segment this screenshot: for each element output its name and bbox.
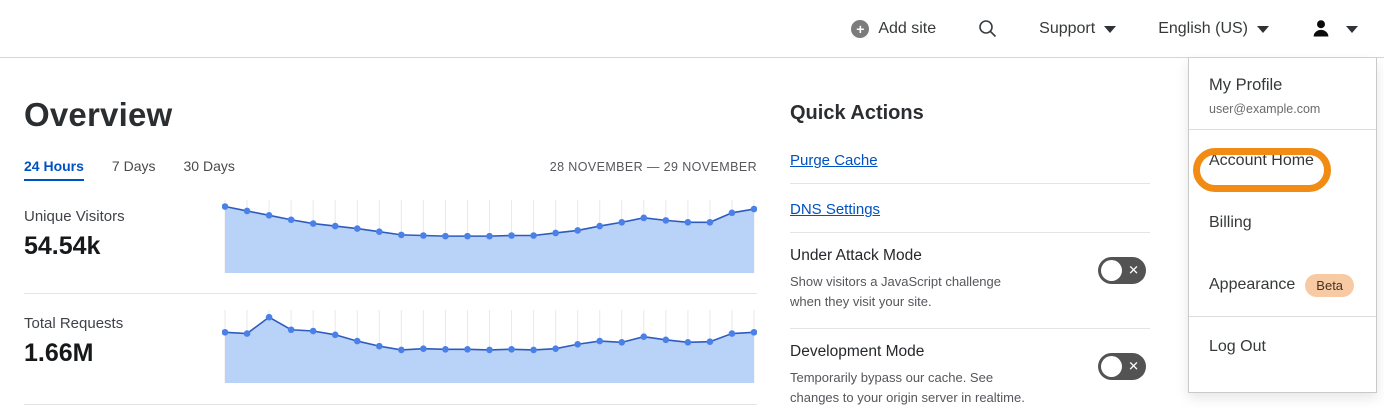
unique-visitors-chart[interactable] [221,200,758,273]
toggle-off-x-icon: ✕ [1128,262,1139,278]
tab-7-days[interactable]: 7 Days [111,158,156,174]
development-mode-title: Development Mode [790,343,925,360]
total-requests-chart[interactable] [221,310,758,383]
my-profile-label: My Profile [1209,76,1283,94]
beta-badge: Beta [1305,273,1355,297]
divider [24,293,757,294]
toggle-off-x-icon: ✕ [1128,358,1139,374]
metric-total-requests: Total Requests 1.66M [24,315,219,368]
under-attack-mode-toggle[interactable]: ✕ [1098,257,1146,284]
under-attack-mode-title: Under Attack Mode [790,247,922,264]
metric-label: Unique Visitors [24,208,125,225]
page-title: Overview [24,96,173,133]
menu-item-log-out[interactable]: Log Out [1209,338,1266,355]
quick-actions-title: Quick Actions [790,102,924,124]
profile-section[interactable]: My Profile user@example.com [1189,58,1376,130]
development-mode-section: Development Mode Temporarily bypass our … [790,329,1150,414]
user-icon [1313,20,1329,37]
divider [24,404,757,405]
purge-cache-row: Purge Cache [790,135,1150,184]
support-label: Support [1039,19,1096,37]
dns-settings-link[interactable]: DNS Settings [790,201,881,218]
toggle-knob [1101,356,1122,377]
user-menu-button[interactable] [1311,19,1358,38]
development-mode-toggle[interactable]: ✕ [1098,353,1146,380]
time-range-tabs: 24 Hours 7 Days 30 Days [24,158,235,181]
search-button[interactable] [978,19,997,38]
plus-icon: + [851,19,870,38]
development-mode-description: Temporarily bypass our cache. See change… [790,370,1025,405]
under-attack-mode-section: Under Attack Mode Show visitors a JavaSc… [790,233,1150,329]
dns-settings-row: DNS Settings [790,184,1150,233]
tab-24-hours[interactable]: 24 Hours [24,158,84,181]
search-icon [979,20,997,38]
user-email: user@example.com [1209,102,1321,116]
add-site-label: Add site [878,19,937,37]
under-attack-mode-description: Show visitors a JavaScript challenge whe… [790,274,1001,309]
add-site-button[interactable]: + Add site [851,19,937,38]
language-label: English (US) [1158,19,1248,37]
support-menu[interactable]: Support [1039,19,1117,38]
metric-value: 1.66M [24,339,94,367]
menu-item-appearance[interactable]: Appearance Beta [1189,254,1376,316]
top-navbar: + Add site Support English (US) [0,0,1384,58]
divider [1189,316,1376,317]
purge-cache-link[interactable]: Purge Cache [790,152,878,169]
tab-30-days[interactable]: 30 Days [183,158,235,174]
language-menu[interactable]: English (US) [1158,20,1269,38]
chevron-down-icon [1346,26,1358,33]
metric-unique-visitors: Unique Visitors 54.54k [24,208,219,261]
date-range-label: 28 NOVEMBER — 29 NOVEMBER [549,160,757,174]
menu-item-account-home[interactable]: Account Home [1209,152,1314,169]
appearance-label: Appearance [1209,276,1296,293]
menu-item-billing[interactable]: Billing [1209,214,1252,231]
quick-actions-panel: Quick Actions Purge Cache DNS Settings U… [790,102,1150,414]
chevron-down-icon [1104,26,1117,33]
metric-label: Total Requests [24,315,124,332]
metric-value: 54.54k [24,232,101,260]
user-dropdown-menu: My Profile user@example.com Account Home… [1188,58,1377,393]
toggle-knob [1101,260,1122,281]
chevron-down-icon [1257,26,1269,33]
